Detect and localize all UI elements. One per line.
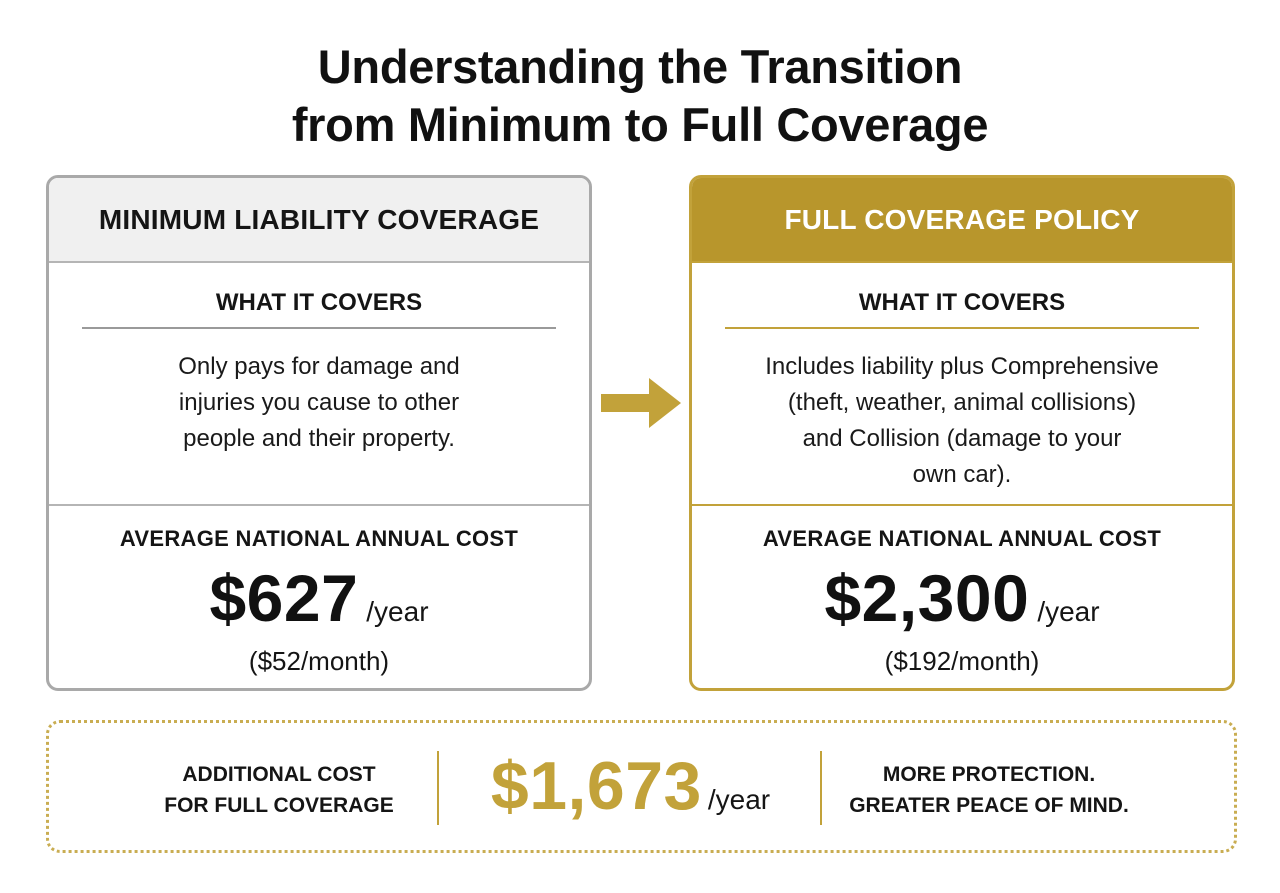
minimum-coverage-card: MINIMUM LIABILITY COVERAGE WHAT IT COVER… (46, 175, 592, 691)
additional-cost-banner: ADDITIONAL COST FOR FULL COVERAGE $1,673… (46, 720, 1237, 853)
minimum-cost-section: AVERAGE NATIONAL ANNUAL COST $627/year (… (49, 504, 589, 688)
right-arrow-icon (601, 378, 681, 428)
full-coverage-header: FULL COVERAGE POLICY (692, 178, 1232, 263)
full-annual-cost: $2,300 (824, 561, 1030, 635)
minimum-covers-line: Only pays for damage and (178, 353, 460, 380)
minimum-covers-title: WHAT IT COVERS (215, 289, 423, 316)
title-line-2: from Minimum to Full Coverage (291, 98, 989, 151)
minimum-covers-line: people and their property. (183, 425, 455, 452)
full-cost-line: $2,300/year (692, 560, 1232, 636)
minimum-covers-section: WHAT IT COVERS Only pays for damage and … (49, 263, 589, 504)
title-line-1: Understanding the Transition (317, 40, 963, 93)
banner-tagline: MORE PROTECTION. GREATER PEACE OF MIND. (839, 759, 1139, 821)
minimum-covers-divider (82, 327, 556, 329)
full-cost-label: AVERAGE NATIONAL ANNUAL COST (762, 526, 1162, 551)
additional-cost-value: $1,673/year (441, 747, 820, 825)
additional-cost-label-line: ADDITIONAL COST (182, 763, 376, 786)
full-covers-line: Includes liability plus Comprehensive (765, 353, 1159, 380)
additional-cost-label: ADDITIONAL COST FOR FULL COVERAGE (159, 759, 399, 821)
full-covers-title: WHAT IT COVERS (858, 289, 1066, 316)
minimum-coverage-header: MINIMUM LIABILITY COVERAGE (49, 178, 589, 263)
minimum-annual-cost: $627 (209, 561, 359, 635)
full-covers-section: WHAT IT COVERS Includes liability plus C… (692, 263, 1232, 504)
minimum-cost-unit: /year (366, 596, 429, 627)
banner-tagline-line: GREATER PEACE OF MIND. (849, 794, 1129, 817)
full-covers-line: and Collision (damage to your (802, 425, 1122, 452)
minimum-covers-line: injuries you cause to other (178, 389, 460, 416)
full-covers-text: Includes liability plus Comprehensive (t… (732, 349, 1192, 493)
additional-cost-label-line: FOR FULL COVERAGE (164, 794, 394, 817)
full-covers-line: own car). (912, 461, 1012, 488)
additional-cost-unit: /year (707, 784, 771, 815)
banner-divider-right (820, 751, 822, 825)
additional-cost-amount: $1,673 (490, 748, 702, 824)
full-coverage-card: FULL COVERAGE POLICY WHAT IT COVERS Incl… (689, 175, 1235, 691)
full-monthly-cost: ($192/month) (884, 646, 1040, 676)
banner-tagline-line: MORE PROTECTION. (882, 763, 1096, 786)
minimum-covers-text: Only pays for damage and injuries you ca… (89, 349, 549, 457)
minimum-cost-label: AVERAGE NATIONAL ANNUAL COST (119, 526, 519, 551)
minimum-monthly-cost: ($52/month) (248, 646, 390, 676)
full-cost-unit: /year (1037, 596, 1100, 627)
minimum-cost-line: $627/year (49, 560, 589, 636)
full-covers-divider (725, 327, 1199, 329)
full-covers-line: (theft, weather, animal collisions) (787, 389, 1137, 416)
banner-divider-left (437, 751, 439, 825)
page-title: Understanding the Transition from Minimu… (0, 38, 1280, 154)
full-cost-section: AVERAGE NATIONAL ANNUAL COST $2,300/year… (692, 504, 1232, 688)
